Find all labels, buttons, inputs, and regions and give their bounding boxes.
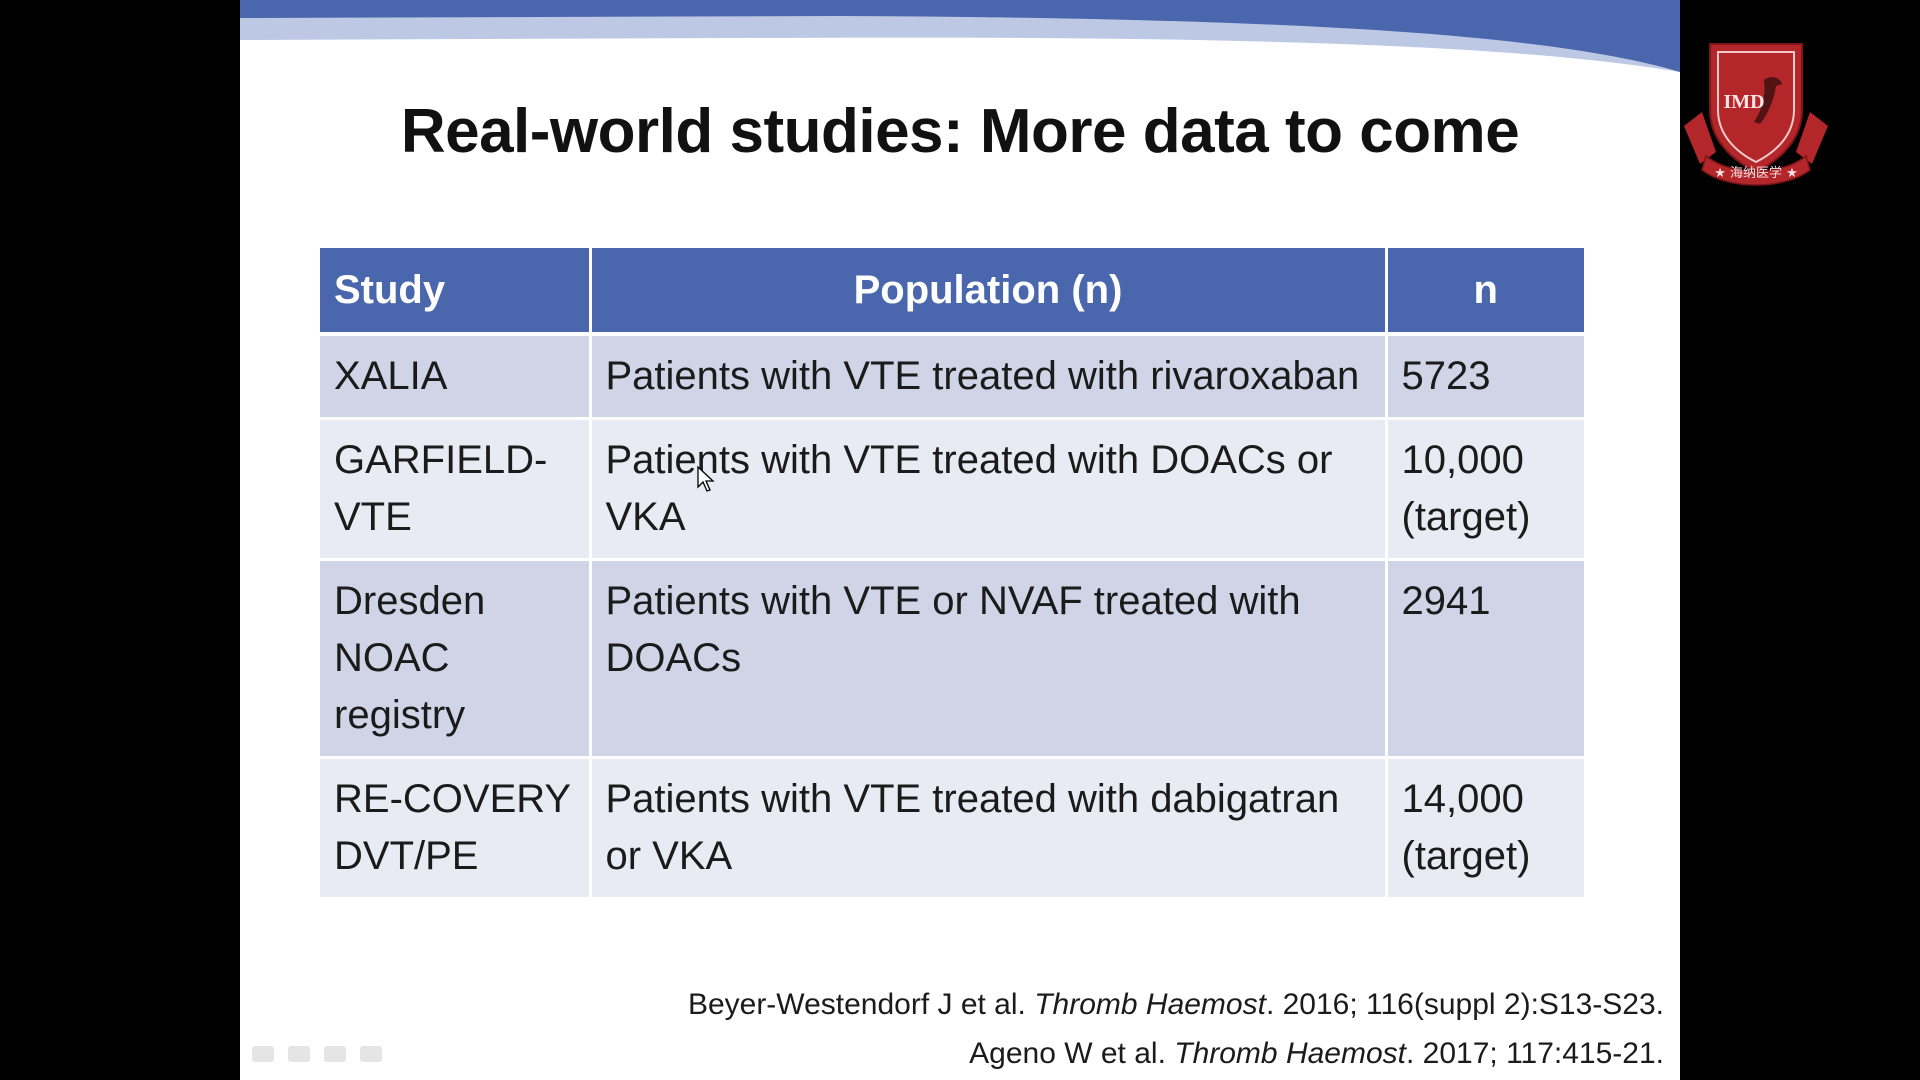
reference-journal: Thromb Haemost — [1034, 988, 1266, 1021]
reference-details: . 2016; 116(suppl 2):S13-S23. — [1265, 988, 1664, 1021]
cell-population: Patients with VTE treated with dabigatra… — [590, 757, 1388, 900]
column-header-population: Population (n) — [590, 248, 1388, 336]
table-row: Dresden NOAC registry Patients with VTE … — [320, 559, 1584, 759]
previous-slide-icon[interactable] — [252, 1046, 274, 1062]
reference-authors: Beyer-Westendorf J et al. — [687, 988, 1035, 1021]
cell-population: Patients with VTE treated with rivaroxab… — [590, 334, 1388, 420]
svg-text:IMD: IMD — [1723, 91, 1764, 113]
column-header-study: Study — [320, 248, 592, 336]
column-header-n: n — [1386, 248, 1584, 336]
slide-title: Real-world studies: More data to come — [400, 97, 1520, 166]
cell-study: XALIA — [320, 334, 592, 420]
cell-study: Dresden NOAC registry — [320, 559, 592, 759]
reference-line: Ageno W et al. Thromb Haemost. 2017; 117… — [688, 1029, 1664, 1078]
cell-population: Patients with VTE or NVAF treated with D… — [590, 559, 1388, 759]
title-band-decoration — [240, 0, 1680, 72]
reference-details: . 2017; 117:415-21. — [1406, 1037, 1664, 1070]
table-row: XALIA Patients with VTE treated with riv… — [320, 334, 1584, 420]
table-row: GARFIELD-VTE Patients with VTE treated w… — [320, 418, 1584, 561]
slide-menu-icon[interactable] — [324, 1046, 346, 1062]
table-header-row: Study Population (n) n — [320, 248, 1584, 336]
slideshow-controls[interactable] — [252, 1046, 402, 1068]
presentation-slide: Real-world studies: More data to come St… — [240, 0, 1680, 1080]
references: Beyer-Westendorf J et al. Thromb Haemost… — [688, 980, 1664, 1078]
svg-text:★ 海纳医学 ★: ★ 海纳医学 ★ — [1714, 165, 1798, 181]
studies-table: Study Population (n) n XALIA Patients wi… — [320, 248, 1584, 900]
pen-tool-icon[interactable] — [288, 1046, 310, 1062]
next-slide-icon[interactable] — [360, 1046, 382, 1062]
imd-shield-logo: IMD ★ 海纳医学 ★ — [1684, 43, 1828, 186]
cell-n: 2941 — [1386, 559, 1584, 759]
cell-n: 10,000 (target) — [1386, 418, 1584, 561]
reference-journal: Thromb Haemost — [1174, 1037, 1406, 1070]
cell-study: RE-COVERY DVT/PE — [320, 757, 592, 900]
reference-authors: Ageno W et al. — [969, 1037, 1175, 1070]
reference-line: Beyer-Westendorf J et al. Thromb Haemost… — [688, 980, 1664, 1029]
cell-study: GARFIELD-VTE — [320, 418, 592, 561]
table-row: RE-COVERY DVT/PE Patients with VTE treat… — [320, 757, 1584, 900]
mouse-pointer-icon — [697, 466, 715, 492]
cell-population: Patients with VTE treated with DOACs or … — [590, 418, 1388, 561]
cell-n: 14,000 (target) — [1386, 757, 1584, 900]
cell-n: 5723 — [1386, 334, 1584, 420]
